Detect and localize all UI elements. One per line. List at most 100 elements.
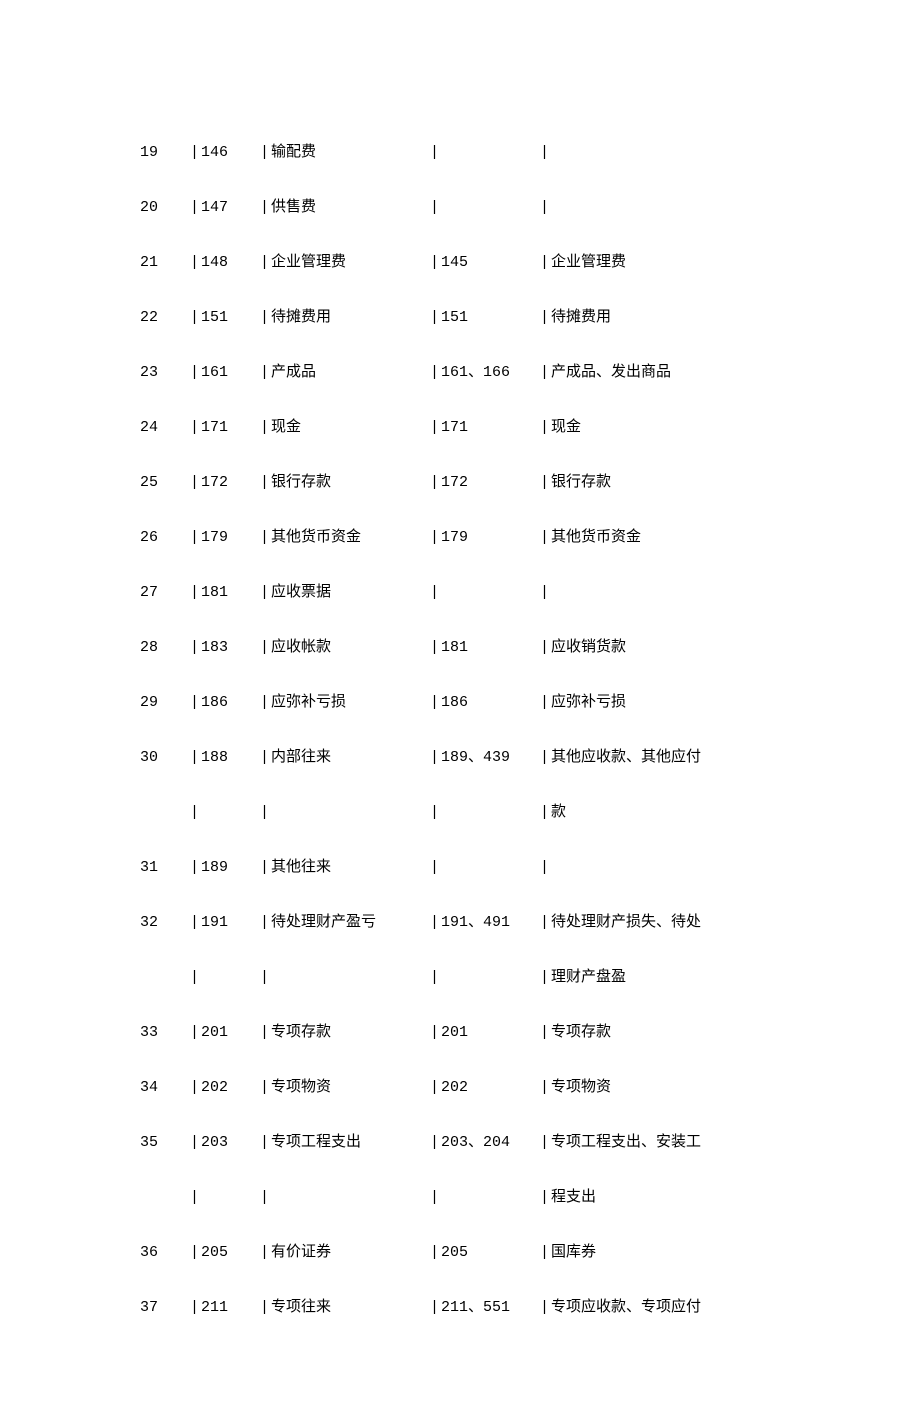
- code-left-value: 151: [201, 309, 228, 326]
- name-right-value: 专项物资: [551, 1079, 611, 1095]
- code-right: |171: [430, 419, 540, 436]
- name-right-value: 现金: [551, 419, 581, 435]
- sequence-number: 20: [140, 199, 190, 216]
- code-left: |151: [190, 309, 260, 326]
- sequence-number: 32: [140, 914, 190, 931]
- name-right: |专项物资: [540, 1075, 780, 1096]
- name-right: |企业管理费: [540, 250, 780, 271]
- name-right: |: [540, 144, 780, 161]
- code-right: |: [430, 969, 540, 986]
- code-left-value: 171: [201, 419, 228, 436]
- table-row: 23|161|产成品|161、166|产成品、发出商品: [140, 360, 780, 381]
- code-right-value: 161、166: [441, 364, 510, 381]
- name-right: |专项工程支出、安装工: [540, 1130, 780, 1151]
- code-right: |: [430, 859, 540, 876]
- sequence-number: 19: [140, 144, 190, 161]
- name-left: |企业管理费: [260, 250, 430, 271]
- code-left: |183: [190, 639, 260, 656]
- code-left: |181: [190, 584, 260, 601]
- code-left: |179: [190, 529, 260, 546]
- code-right-value: 189、439: [441, 749, 510, 766]
- table-row: 24|171|现金|171|现金: [140, 415, 780, 436]
- name-left: |待摊费用: [260, 305, 430, 326]
- name-right-value: 应弥补亏损: [551, 694, 626, 710]
- name-right-value: 其他应收款、其他应付: [551, 749, 701, 765]
- name-right-value: 待摊费用: [551, 309, 611, 325]
- code-left-value: 186: [201, 694, 228, 711]
- code-left-value: 183: [201, 639, 228, 656]
- name-right: |专项应收款、专项应付: [540, 1295, 780, 1316]
- name-right: |其他货币资金: [540, 525, 780, 546]
- code-right: |: [430, 1189, 540, 1206]
- code-left: |147: [190, 199, 260, 216]
- code-right: |191、491: [430, 910, 540, 931]
- table-row: 27|181|应收票据||: [140, 580, 780, 601]
- code-right: |202: [430, 1079, 540, 1096]
- name-left-value: 输配费: [271, 144, 316, 160]
- code-left: |148: [190, 254, 260, 271]
- name-left-value: 其他货币资金: [271, 529, 361, 545]
- code-left-value: 161: [201, 364, 228, 381]
- name-right: |待处理财产损失、待处: [540, 910, 780, 931]
- code-left-value: 201: [201, 1024, 228, 1041]
- name-left: |内部往来: [260, 745, 430, 766]
- name-left-value: 专项存款: [271, 1024, 331, 1040]
- table-row: 29|186|应弥补亏损|186|应弥补亏损: [140, 690, 780, 711]
- code-left: |172: [190, 474, 260, 491]
- name-right-value: 专项存款: [551, 1024, 611, 1040]
- name-left-value: 专项工程支出: [271, 1134, 361, 1150]
- code-right-value: 205: [441, 1244, 468, 1261]
- name-left: |其他往来: [260, 855, 430, 876]
- name-left: |其他货币资金: [260, 525, 430, 546]
- code-left: |161: [190, 364, 260, 381]
- code-left-value: 189: [201, 859, 228, 876]
- name-left-value: 应弥补亏损: [271, 694, 346, 710]
- name-right-value: 企业管理费: [551, 254, 626, 270]
- code-left: |189: [190, 859, 260, 876]
- name-left: |专项工程支出: [260, 1130, 430, 1151]
- name-right-value: 理财产盘盈: [551, 969, 626, 985]
- table-row: 26|179|其他货币资金|179|其他货币资金: [140, 525, 780, 546]
- code-right-value: 145: [441, 254, 468, 271]
- name-left-value: 银行存款: [271, 474, 331, 490]
- code-right: |161、166: [430, 360, 540, 381]
- code-right: |179: [430, 529, 540, 546]
- name-right: |理财产盘盈: [540, 965, 780, 986]
- code-right: |172: [430, 474, 540, 491]
- name-left-value: 应收票据: [271, 584, 331, 600]
- name-right: |产成品、发出商品: [540, 360, 780, 381]
- name-right-value: 应收销货款: [551, 639, 626, 655]
- name-right: |银行存款: [540, 470, 780, 491]
- sequence-number: 21: [140, 254, 190, 271]
- name-right: |现金: [540, 415, 780, 436]
- code-right: |151: [430, 309, 540, 326]
- code-right-value: 172: [441, 474, 468, 491]
- table-row: 33|201|专项存款|201|专项存款: [140, 1020, 780, 1041]
- sequence-number: 26: [140, 529, 190, 546]
- code-right: |: [430, 804, 540, 821]
- table-row: 21|148|企业管理费|145|企业管理费: [140, 250, 780, 271]
- name-right-value: 其他货币资金: [551, 529, 641, 545]
- code-left: |205: [190, 1244, 260, 1261]
- sequence-number: 30: [140, 749, 190, 766]
- table-row: 20|147|供售费||: [140, 195, 780, 216]
- name-left: |现金: [260, 415, 430, 436]
- name-right-value: 待处理财产损失、待处: [551, 914, 701, 930]
- code-left: |203: [190, 1134, 260, 1151]
- sequence-number: 27: [140, 584, 190, 601]
- code-right: |181: [430, 639, 540, 656]
- table-row: 30|188|内部往来|189、439|其他应收款、其他应付: [140, 745, 780, 766]
- sequence-number: 35: [140, 1134, 190, 1151]
- name-right-value: 专项工程支出、安装工: [551, 1134, 701, 1150]
- name-right: |: [540, 584, 780, 601]
- name-left: |产成品: [260, 360, 430, 381]
- name-right: |国库券: [540, 1240, 780, 1261]
- name-left: |有价证券: [260, 1240, 430, 1261]
- sequence-number: 34: [140, 1079, 190, 1096]
- name-left-value: 待摊费用: [271, 309, 331, 325]
- code-left-value: 146: [201, 144, 228, 161]
- name-right-value: 程支出: [551, 1189, 596, 1205]
- name-left: |应弥补亏损: [260, 690, 430, 711]
- code-left: |202: [190, 1079, 260, 1096]
- code-left-value: 191: [201, 914, 228, 931]
